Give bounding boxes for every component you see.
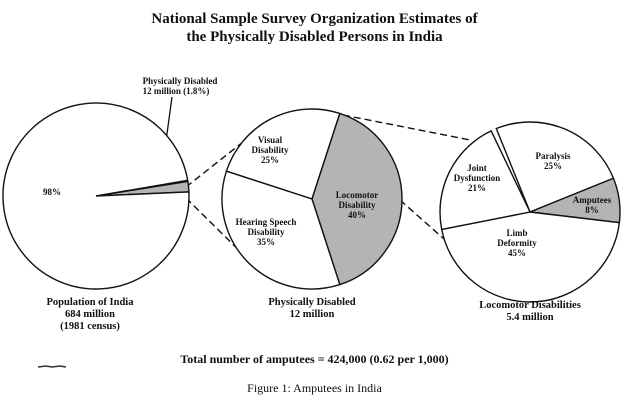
value-label: 21%: [468, 183, 486, 193]
pie-caption: Locomotor Disabilities 5.4 million: [479, 300, 581, 324]
slice-label: Physically Disabled 12 million (1.8%): [143, 76, 218, 96]
pie-caption: Population of India 684 million (1981 cens…: [47, 297, 134, 333]
title-line: the Physically Disabled Persons in India: [186, 29, 443, 45]
pie-slice: [221, 170, 341, 290]
category-label: Physically Disabled: [142, 76, 218, 86]
category-label: Limb Deformity: [497, 228, 537, 248]
slice-label: Amputees 8%: [561, 195, 623, 215]
connector: [185, 197, 261, 272]
slice-label: 98%: [21, 187, 83, 197]
caption-line: Population of India: [46, 297, 134, 308]
value-label: 25%: [544, 161, 562, 171]
slice-label: Visual Disability 25%: [239, 135, 301, 165]
caption-line: 12 million: [289, 309, 335, 320]
pie-slice: [225, 108, 341, 200]
value-label: 98%: [43, 187, 61, 197]
value-label: 45%: [508, 248, 526, 258]
category-label: Joint Dysfunction: [453, 163, 501, 183]
value-label: 40%: [348, 210, 366, 220]
pie-slice: [440, 211, 621, 303]
category-label: Visual Disability: [251, 135, 289, 155]
pie: [439, 121, 621, 303]
value-label: 8%: [585, 205, 599, 215]
figure-caption: Figure 1: Amputees in India: [247, 381, 382, 395]
category-label: Paralysis: [535, 151, 571, 161]
category-label: Locomotor Disability: [335, 190, 379, 210]
pie-caption: Physically Disabled 12 million: [268, 297, 355, 321]
category-label: Amputees: [572, 195, 612, 205]
slice-label: Hearing Speech Disability 35%: [235, 217, 297, 247]
caption-line: Physically Disabled: [268, 297, 356, 308]
title-line: National Sample Survey Organization Esti…: [151, 11, 478, 27]
value-label: 25%: [261, 155, 279, 165]
footer: Total number of amputees = 424,000 (0.62…: [180, 352, 449, 366]
pie-slice: [439, 129, 532, 231]
slice-label: Locomotor Disability 40%: [326, 190, 388, 220]
pie: [2, 102, 190, 290]
pie: [221, 108, 403, 290]
slice-label: Joint Dysfunction 21%: [446, 163, 508, 193]
caption-line: 684 million: [65, 309, 115, 320]
slice-label: Limb Deformity 45%: [486, 228, 548, 258]
value-label: 12 million (1.8%): [142, 86, 210, 96]
value-label: 35%: [257, 237, 275, 247]
pie-slice: [2, 102, 190, 290]
caption-line: 5.4 million: [506, 312, 554, 323]
slice-label: Paralysis 25%: [522, 151, 584, 171]
caption-line: (1981 census): [60, 321, 120, 332]
pie-slice: [311, 112, 403, 286]
mark: [37, 365, 67, 368]
caption-line: Locomotor Disabilities: [479, 300, 581, 311]
category-label: Hearing Speech Disability: [235, 217, 297, 237]
